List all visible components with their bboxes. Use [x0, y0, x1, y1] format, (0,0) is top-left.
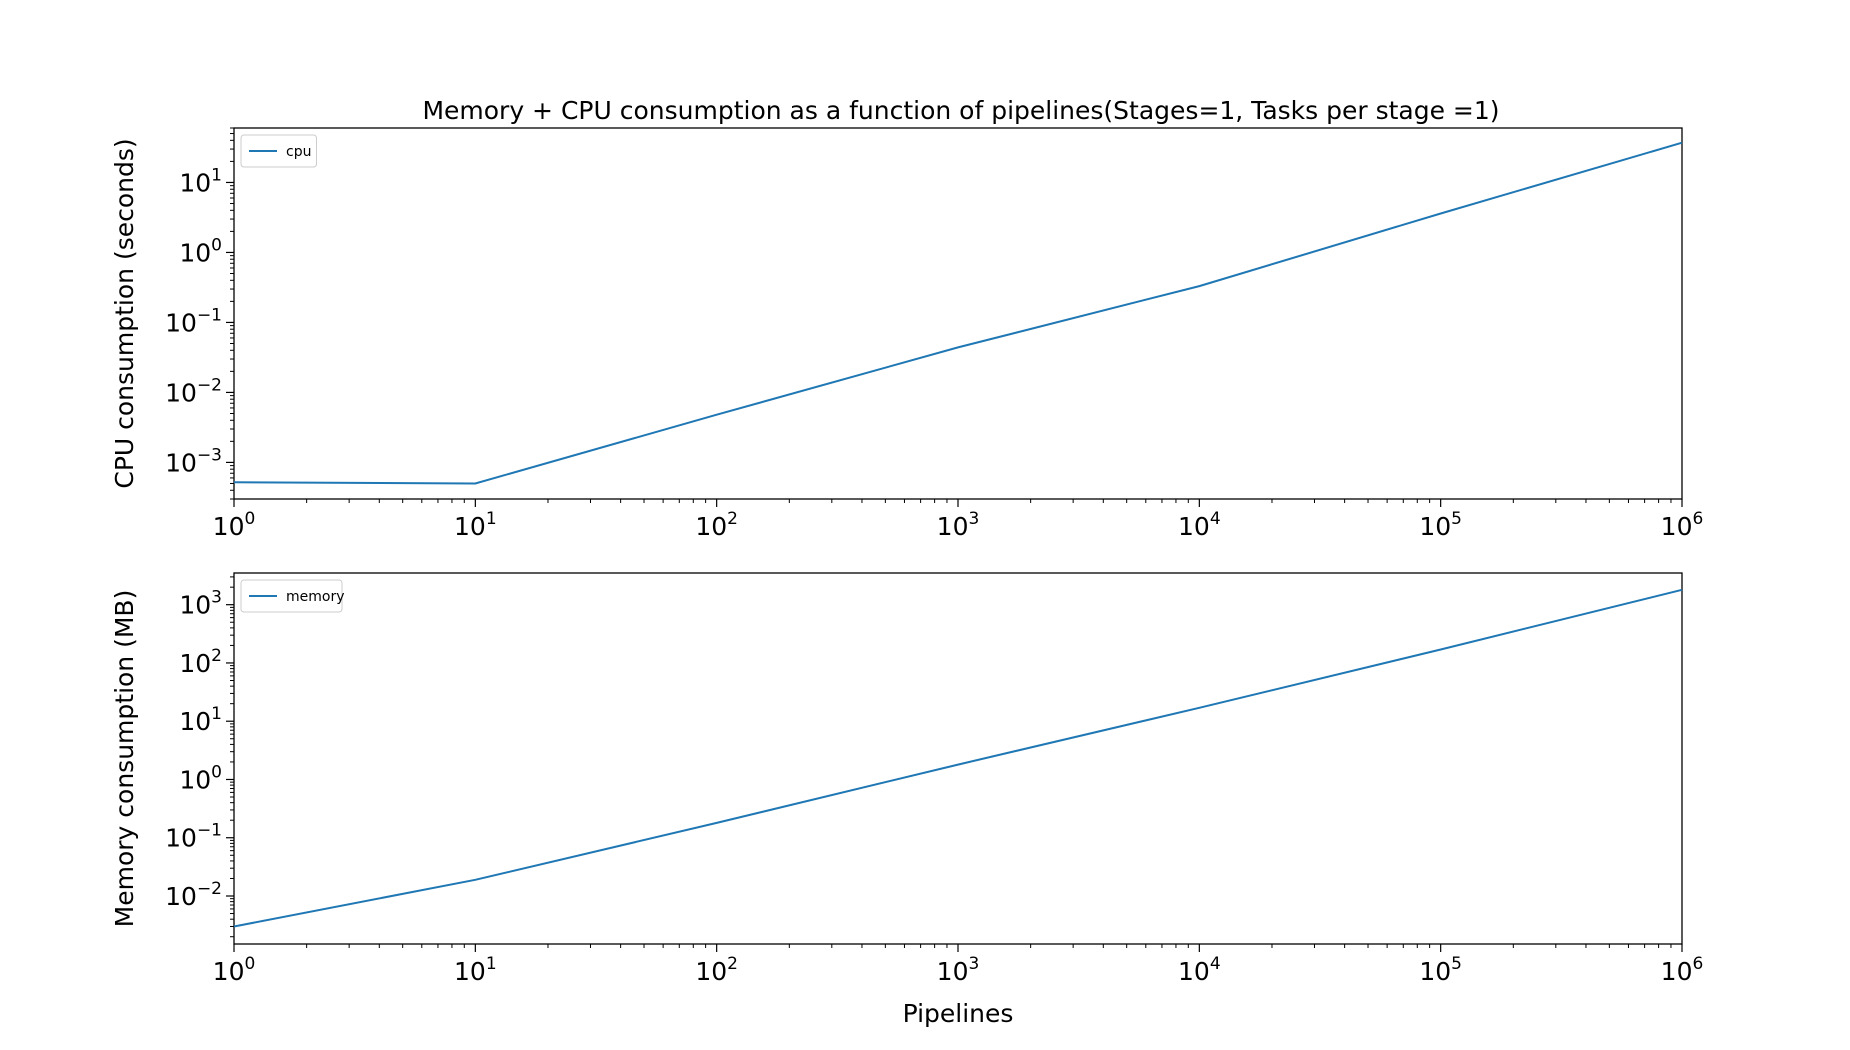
cpu-legend-box — [240, 134, 317, 168]
memory-y-tick-label: 103 — [179, 588, 222, 620]
cpu-x-tick-label: 106 — [1661, 509, 1704, 541]
cpu-y-tick-label: 10−3 — [165, 445, 222, 477]
cpu-x-tick-label: 103 — [937, 509, 980, 541]
memory-panel: 100 101 102 103 104 105 106 10−2 10−1 100 101 102 10… — [110, 572, 1704, 1028]
cpu-legend: cpu — [240, 134, 317, 168]
memory-y-tick-label: 10−1 — [165, 821, 222, 853]
memory-y-tick-label: 10−2 — [165, 879, 222, 911]
memory-x-tick-label: 100 — [213, 954, 256, 986]
figure-title: Memory + CPU consumption as a function o… — [422, 96, 1499, 125]
cpu-x-tick-label: 104 — [1178, 509, 1221, 541]
cpu-x-tick-label: 100 — [213, 509, 256, 541]
memory-y-axis-label: Memory consumption (MB) — [110, 590, 139, 928]
cpu-y-tick-label: 10−2 — [165, 375, 222, 407]
memory-y-tick-label: 100 — [179, 762, 222, 794]
memory-legend-label: memory — [286, 589, 345, 605]
cpu-y-tick-label: 101 — [179, 165, 222, 197]
memory-series-line — [233, 588, 1683, 928]
memory-x-tick-label: 102 — [695, 954, 738, 986]
memory-legend-box — [240, 579, 343, 613]
memory-x-tick-label: 105 — [1419, 954, 1462, 986]
cpu-x-tick-label: 105 — [1419, 509, 1462, 541]
cpu-y-tick-label: 10−1 — [165, 305, 222, 337]
cpu-y-tick-label: 100 — [179, 235, 222, 267]
memory-legend: memory — [240, 579, 345, 613]
cpu-legend-label: cpu — [286, 144, 311, 160]
memory-y-tick-label: 101 — [179, 704, 222, 736]
memory-x-axis-label: Pipelines — [903, 999, 1014, 1028]
cpu-series-line — [233, 141, 1683, 485]
cpu-x-tick-label: 102 — [695, 509, 738, 541]
cpu-y-axis-label: CPU consumption (seconds) — [110, 138, 139, 488]
memory-x-tick-label: 103 — [937, 954, 980, 986]
memory-x-tick-label: 101 — [454, 954, 497, 986]
memory-x-tick-label: 104 — [1178, 954, 1221, 986]
memory-x-tick-label: 106 — [1661, 954, 1704, 986]
cpu-x-tick-label: 101 — [454, 509, 497, 541]
cpu-panel: 100 101 102 103 104 105 106 10−3 10−2 10−1 100 101 C… — [110, 127, 1704, 541]
memory-y-tick-label: 102 — [179, 646, 222, 678]
